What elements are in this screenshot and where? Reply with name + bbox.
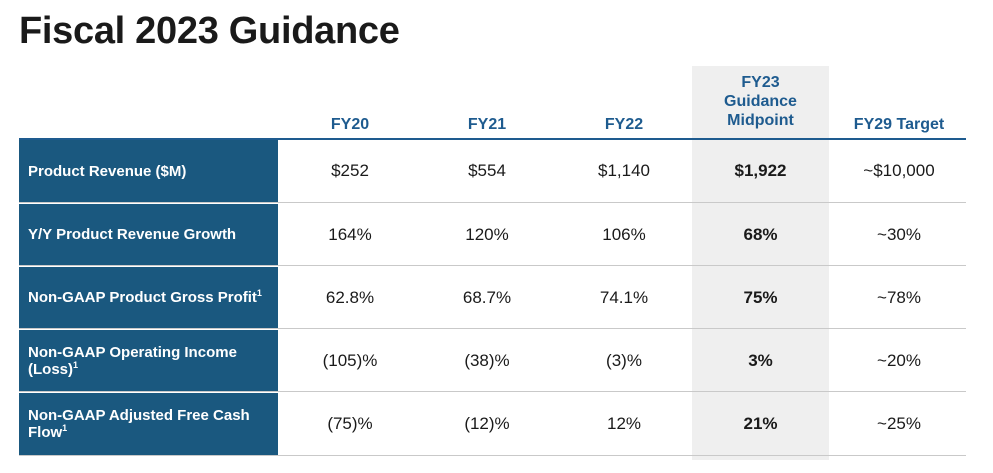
column-header-fy21: FY21 — [467, 116, 507, 133]
row-separator — [19, 328, 966, 329]
footnote-marker: 1 — [62, 423, 68, 433]
table-cell: (75)% — [327, 414, 373, 433]
table-cell: ~30% — [877, 224, 921, 244]
table-cell-highlight: 3% — [748, 350, 773, 370]
column-header-fy29: FY29 Target — [853, 116, 945, 133]
table-cell: ~78% — [877, 287, 921, 307]
table-cell: (12)% — [464, 414, 510, 433]
table-cell: (38)% — [464, 350, 510, 370]
page-title: Fiscal 2023 Guidance — [19, 10, 400, 52]
row-label-product-revenue: Product Revenue ($M) — [19, 140, 278, 202]
row-separator — [19, 265, 966, 266]
column-header-fy20: FY20 — [330, 116, 370, 133]
table-cell: 106% — [602, 224, 646, 244]
table-cell: $1,140 — [598, 161, 650, 180]
table-cell: ~25% — [877, 414, 921, 433]
table-cell: 62.8% — [325, 287, 375, 307]
column-header-fy23-line1: FY23 — [741, 74, 780, 91]
table-cell: $252 — [331, 161, 369, 180]
table-cell-highlight: 21% — [743, 414, 778, 433]
column-header-fy23-line2: Guidance — [724, 93, 797, 110]
row-label-text: Non-GAAP Operating Income (Loss) — [28, 343, 237, 378]
footnote-marker: 1 — [256, 288, 262, 298]
table-cell: ~$10,000 — [863, 161, 935, 180]
table-cell: 164% — [328, 224, 372, 244]
table-cell: (105)% — [322, 350, 378, 370]
row-separator — [19, 202, 966, 203]
table-cell: 120% — [465, 224, 509, 244]
row-separator — [19, 391, 966, 392]
table-cell-highlight: 75% — [743, 287, 778, 307]
row-separator — [19, 455, 966, 456]
header-rule — [19, 138, 966, 140]
row-label-free-cash-flow: Non-GAAP Adjusted Free Cash Flow1 — [19, 393, 278, 455]
row-label-text: Non-GAAP Adjusted Free Cash Flow — [28, 407, 250, 441]
row-label-text: Product Revenue ($M) — [28, 162, 187, 180]
table-cell-highlight: $1,922 — [734, 161, 787, 180]
table-cell: 12% — [606, 414, 642, 433]
footnote-marker: 1 — [73, 359, 79, 370]
row-label-operating-income: Non-GAAP Operating Income (Loss)1 — [19, 330, 278, 391]
fy23-highlight-column — [692, 66, 829, 460]
row-label-text: Y/Y Product Revenue Growth — [28, 226, 237, 243]
table-cell: $554 — [468, 161, 506, 180]
table-cell: (3)% — [606, 350, 642, 370]
row-label-gross-profit: Non-GAAP Product Gross Profit1 — [19, 267, 278, 328]
row-label-text: Non-GAAP Product Gross Profit — [28, 289, 257, 306]
table-cell: ~20% — [877, 350, 921, 370]
column-header-fy23-line3: Midpoint — [727, 112, 794, 129]
column-header-fy22: FY22 — [604, 116, 644, 133]
table-cell-highlight: 68% — [743, 224, 778, 244]
table-cell: 68.7% — [462, 287, 512, 307]
row-label-yy-growth: Y/Y Product Revenue Growth — [19, 204, 278, 265]
column-header-fy23: FY23 Guidance Midpoint — [692, 73, 829, 130]
table-cell: 74.1% — [599, 287, 649, 307]
